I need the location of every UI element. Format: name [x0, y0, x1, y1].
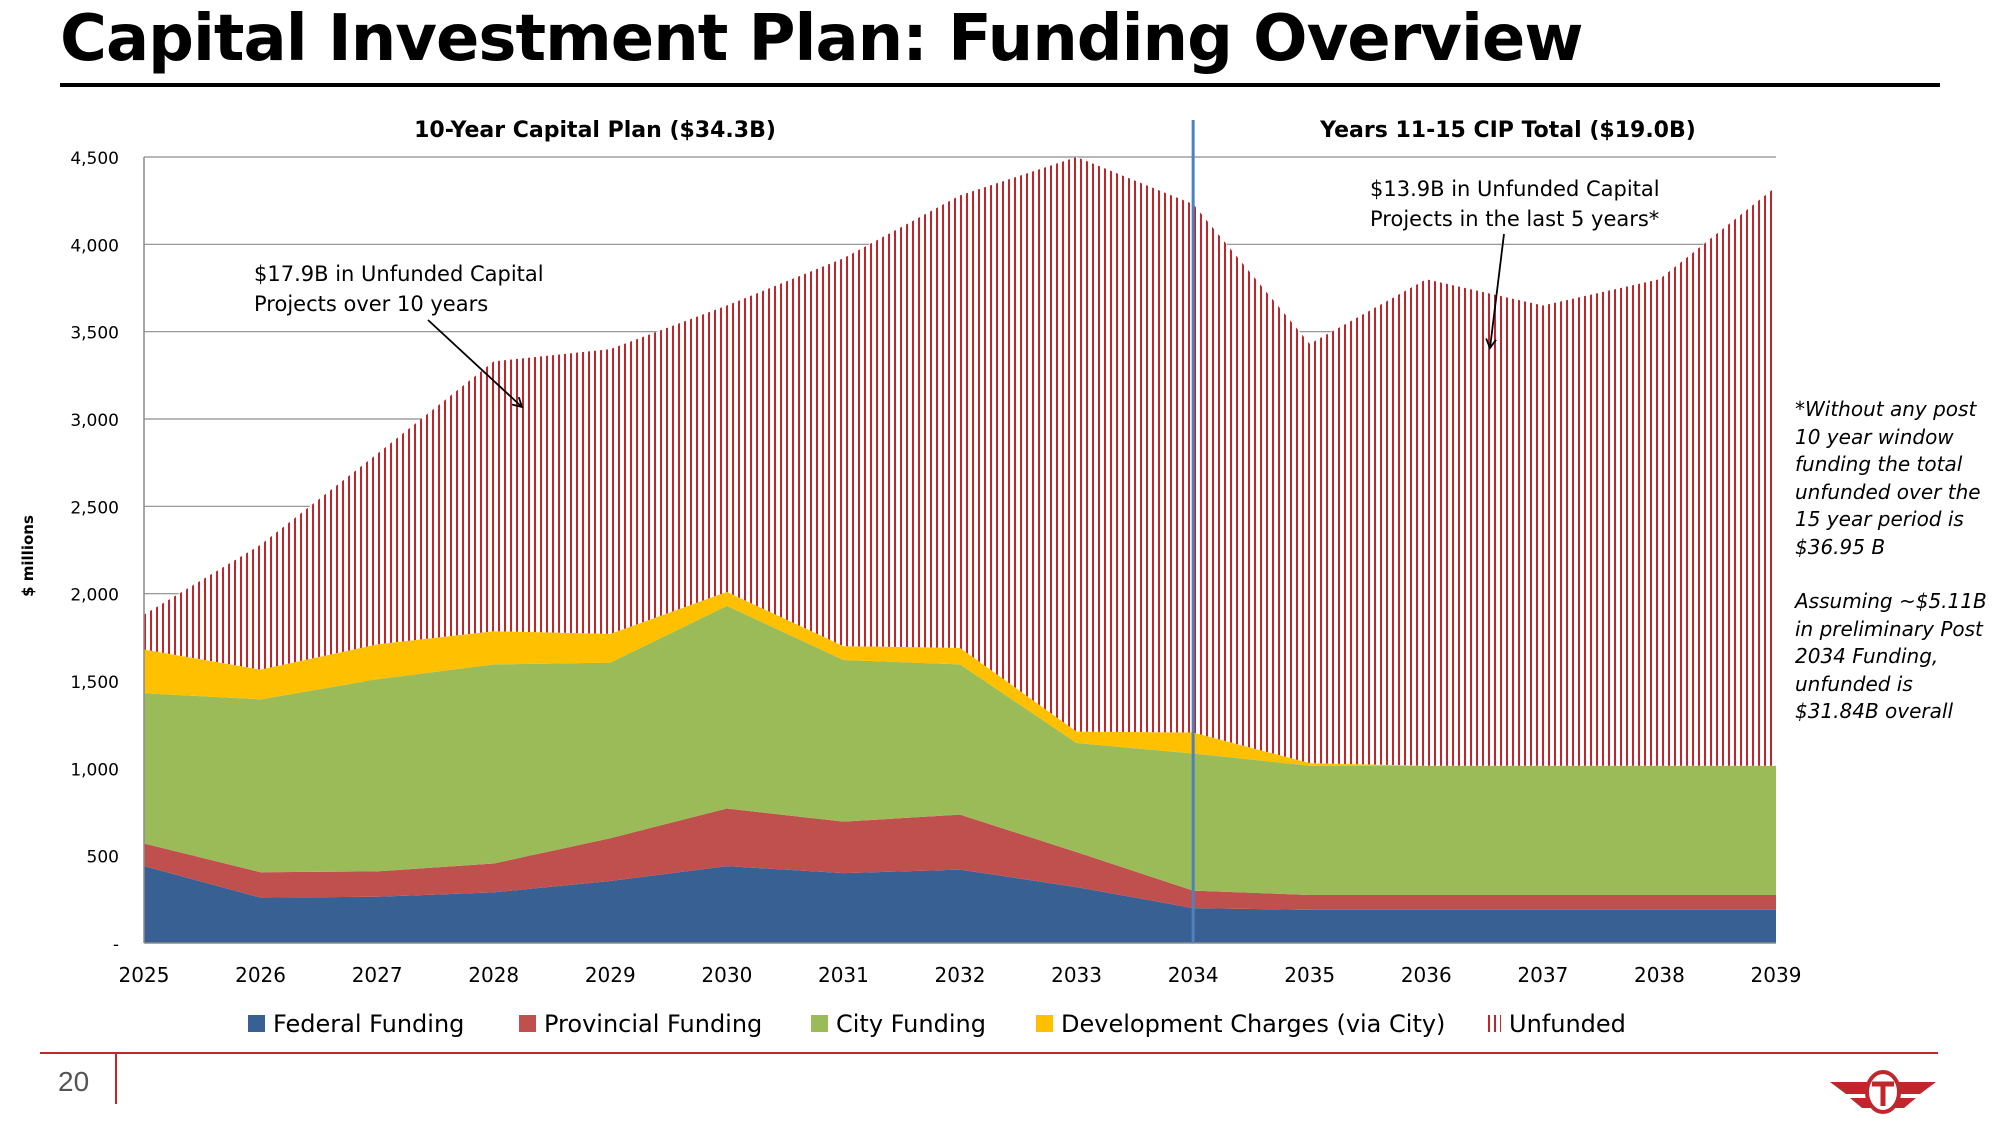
- y-tick-label: 4,000: [70, 236, 119, 256]
- x-tick-label: 2033: [1051, 963, 1102, 987]
- x-tick-label: 2031: [818, 963, 869, 987]
- legend-label: Unfunded: [1509, 1010, 1626, 1038]
- area-federal-funding: [144, 866, 1776, 943]
- annotation-10-year-arrow: [427, 319, 524, 409]
- footnote-post-2034-assumption: Assuming ~$5.11B in preliminary Post 203…: [1795, 589, 1987, 723]
- x-tick-label: 2030: [701, 963, 752, 987]
- x-tick-label: 2036: [1401, 963, 1452, 987]
- y-tick-label: 4,500: [70, 149, 119, 169]
- page-number: 20: [58, 1066, 90, 1097]
- footnote-unfunded-total: *Without any post 10 year window funding…: [1795, 397, 1981, 559]
- footer-page-divider: [115, 1052, 117, 1104]
- x-tick-label: 2026: [235, 963, 286, 987]
- annotation-last-5-years-line1: $13.9B in Unfunded Capital: [1370, 177, 1660, 201]
- ttc-logo: [1830, 1070, 1936, 1114]
- x-tick-label: 2032: [935, 963, 986, 987]
- annotation-10-year-line2: Projects over 10 years: [254, 292, 488, 316]
- legend-label: City Funding: [836, 1010, 986, 1038]
- x-tick-label: 2039: [1751, 963, 1802, 987]
- x-tick-label: 2037: [1517, 963, 1568, 987]
- legend-swatch: [1036, 1015, 1053, 1032]
- x-tick-label: 2029: [585, 963, 636, 987]
- legend: Federal Funding Provincial Funding City Fu…: [248, 1010, 1626, 1038]
- annotation-last-5-years-arrow: [1485, 233, 1505, 350]
- x-tick-label: 2038: [1634, 963, 1685, 987]
- area-provincial-funding: [144, 808, 1776, 910]
- y-tick-label: 1,000: [70, 760, 119, 780]
- footer-rule: [40, 1052, 1938, 1054]
- area-city-funding: [144, 605, 1776, 895]
- y-axis-label: $ millions: [19, 515, 37, 597]
- tick-labels: - 500 1,000 1,500 2,000 2,500 3,000 3,500 4,000 4…: [70, 149, 1801, 987]
- x-tick-label: 2035: [1284, 963, 1335, 987]
- legend-label: Federal Funding: [273, 1010, 464, 1038]
- y-tick-label: 3,000: [70, 411, 119, 431]
- section-label-10-year: 10-Year Capital Plan ($34.3B): [414, 118, 776, 143]
- legend-label: Development Charges (via City): [1061, 1010, 1445, 1038]
- y-tick-label: -: [113, 935, 119, 955]
- legend-swatch: [248, 1015, 265, 1032]
- legend-label: Provincial Funding: [544, 1010, 762, 1038]
- x-tick-label: 2027: [352, 963, 403, 987]
- x-tick-label: 2028: [468, 963, 519, 987]
- area-unfunded: [144, 157, 1776, 766]
- y-tick-label: 2,500: [70, 498, 119, 518]
- section-label-years-11-15: Years 11-15 CIP Total ($19.0B): [1319, 118, 1696, 143]
- page-title: Capital Investment Plan: Funding Overvie…: [60, 2, 1583, 76]
- legend-swatch: [1484, 1015, 1501, 1032]
- legend-swatch: [811, 1015, 828, 1032]
- legend-swatch: [519, 1015, 536, 1032]
- y-tick-label: 1,500: [70, 673, 119, 693]
- axes: [143, 157, 1776, 944]
- y-tick-label: 2,000: [70, 586, 119, 606]
- annotation-10-year-line1: $17.9B in Unfunded Capital: [254, 262, 544, 286]
- area-development-charges-via-city: [144, 591, 1776, 766]
- y-tick-label: 3,500: [70, 324, 119, 344]
- x-tick-label: 2025: [119, 963, 170, 987]
- title-underline: [60, 83, 1940, 87]
- stacked-areas: [144, 157, 1776, 943]
- footnote: *Without any post 10 year window funding…: [1795, 396, 1995, 753]
- annotation-last-5-years-line2: Projects in the last 5 years*: [1370, 207, 1659, 231]
- x-tick-label: 2034: [1168, 963, 1219, 987]
- y-tick-label: 500: [87, 848, 119, 868]
